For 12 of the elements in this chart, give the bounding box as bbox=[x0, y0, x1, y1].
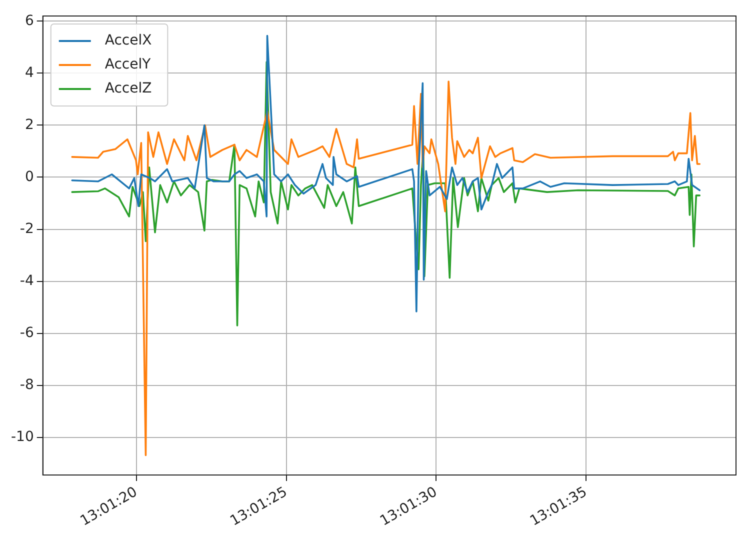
y-tick-label: -8 bbox=[20, 376, 34, 393]
y-tick-label: -6 bbox=[20, 324, 34, 341]
legend-label: AccelZ bbox=[104, 80, 152, 97]
y-tick-label: 0 bbox=[24, 168, 34, 185]
legend-label: AccelY bbox=[104, 56, 152, 73]
y-tick-label: -2 bbox=[20, 220, 34, 237]
y-tick-label: 6 bbox=[24, 12, 34, 29]
y-tick-label: -10 bbox=[10, 428, 34, 445]
legend-label: AccelX bbox=[104, 32, 152, 49]
y-tick-label: 2 bbox=[24, 116, 34, 133]
y-tick-label: -4 bbox=[20, 272, 34, 289]
y-tick-label: 4 bbox=[24, 64, 34, 81]
